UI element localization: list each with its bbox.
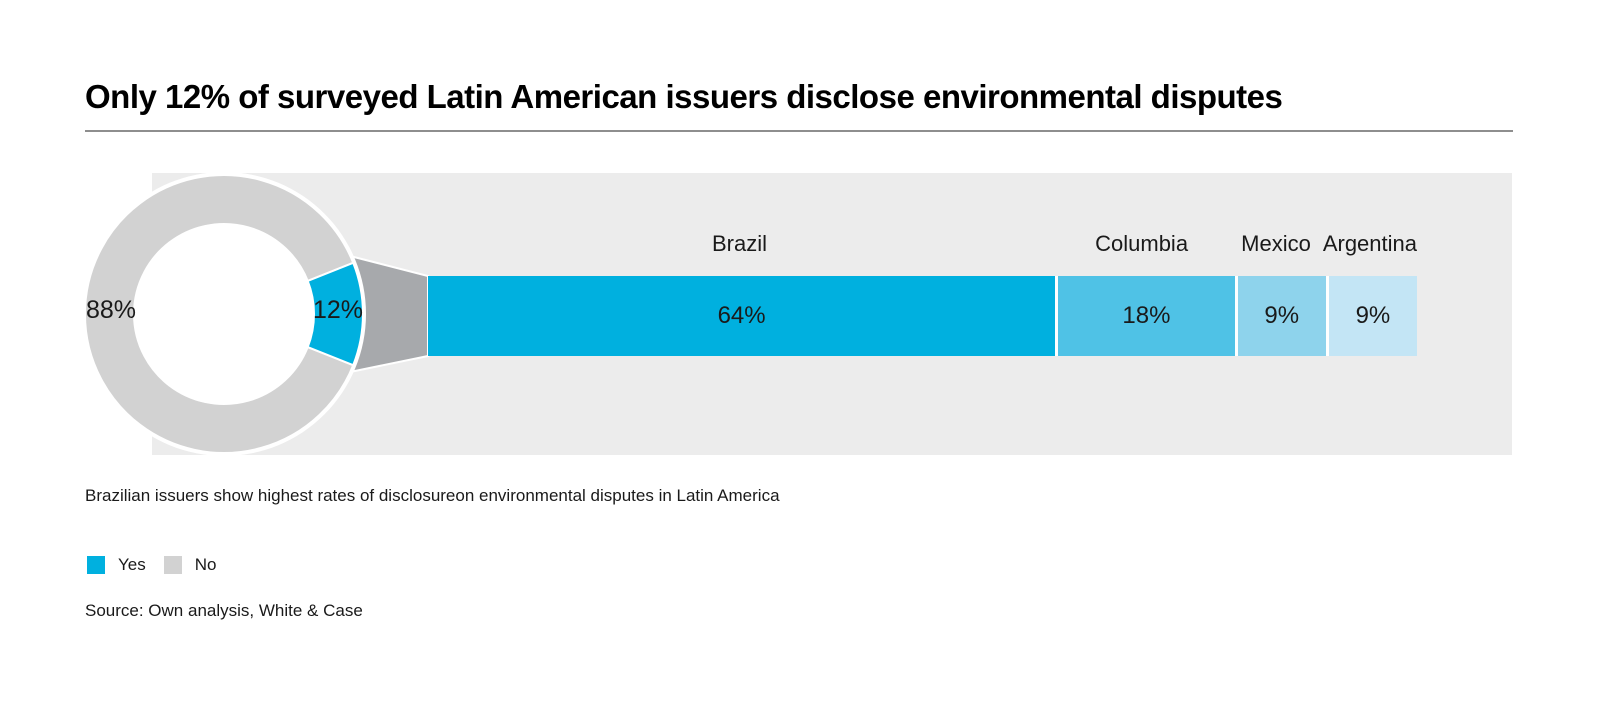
page-title: Only 12% of surveyed Latin American issu… — [85, 78, 1283, 115]
legend-item-yes: Yes — [87, 555, 146, 575]
bar-segment-mexico: 9% — [1237, 276, 1326, 356]
bar-category-labels: Brazil Columbia Mexico Argentina — [428, 231, 1417, 259]
legend: Yes No — [87, 555, 216, 575]
chart-caption: Brazilian issuers show highest rates of … — [85, 486, 780, 505]
bar-label-argentina: Argentina — [1322, 231, 1417, 256]
donut-label-no: 88% — [86, 296, 137, 324]
legend-swatch-no — [163, 556, 182, 574]
legend-label-yes: Yes — [118, 555, 146, 574]
bar-segment-argentina: 9% — [1328, 276, 1418, 356]
legend-swatch-yes — [87, 556, 105, 574]
source-text: Source: Own analysis, White & Case — [85, 601, 363, 620]
legend-item-no: No — [163, 555, 217, 575]
legend-label-no: No — [194, 555, 217, 574]
donut-slice-no — [84, 174, 355, 454]
breakdown-bar: 64% 18% 9% 9% — [428, 276, 1418, 356]
bar-label-mexico: Mexico — [1241, 231, 1311, 256]
bar-segment-brazil: 64% — [428, 276, 1056, 356]
donut-label-yes: 12% — [313, 296, 364, 324]
bar-label-brazil: Brazil — [711, 231, 767, 256]
title-rule — [85, 130, 1513, 132]
bar-label-columbia: Columbia — [1095, 231, 1189, 256]
donut-slice-yes — [306, 261, 364, 367]
bar-segment-columbia: 18% — [1058, 276, 1235, 356]
